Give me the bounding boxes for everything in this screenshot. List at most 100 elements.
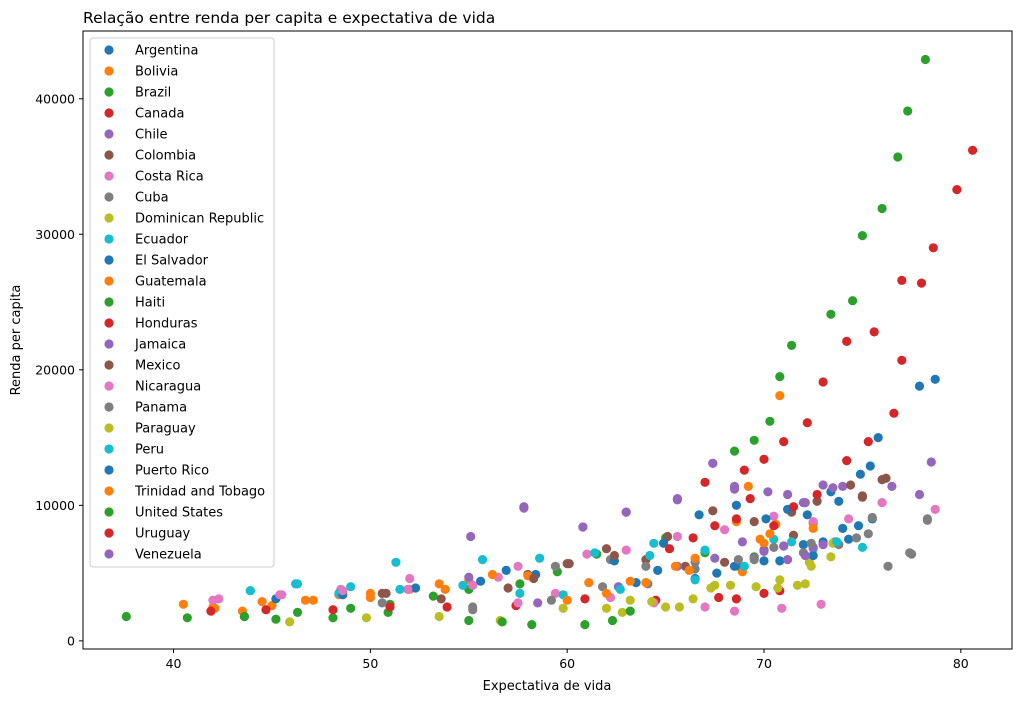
data-point — [838, 481, 848, 491]
data-point — [920, 54, 931, 65]
data-point — [292, 579, 303, 589]
data-point — [922, 514, 933, 524]
data-point — [725, 580, 736, 590]
legend-label: Paraguay — [135, 422, 196, 437]
data-point — [826, 552, 836, 562]
data-point — [783, 489, 793, 500]
data-point — [377, 598, 387, 608]
data-point — [121, 611, 131, 622]
legend-marker — [104, 276, 114, 286]
data-point — [625, 576, 635, 586]
data-point — [261, 605, 271, 615]
x-axis: 40 50 60 70 80 — [166, 649, 969, 671]
data-point — [621, 545, 631, 555]
data-point — [806, 538, 816, 548]
legend-frame — [89, 37, 275, 568]
data-point — [773, 583, 783, 593]
data-point — [292, 607, 303, 618]
legend-label: Venezuela — [135, 548, 202, 563]
legend-marker — [104, 234, 114, 244]
data-point — [853, 521, 864, 531]
data-point — [300, 595, 310, 605]
data-point — [641, 561, 651, 571]
legend-label: Nicaragua — [135, 380, 201, 395]
data-point — [601, 588, 612, 599]
data-point — [914, 381, 925, 391]
data-point — [743, 481, 753, 491]
data-point — [800, 579, 810, 589]
data-point — [729, 484, 740, 494]
data-point — [391, 557, 401, 567]
series-dominican-republic — [285, 538, 838, 627]
data-point — [178, 599, 188, 609]
data-point — [914, 489, 925, 500]
data-point — [775, 391, 785, 401]
data-point — [519, 503, 529, 513]
data-point — [926, 457, 936, 467]
data-point — [546, 595, 557, 605]
data-point — [527, 620, 537, 630]
legend-label: Chile — [135, 128, 168, 143]
data-point — [903, 106, 913, 116]
data-point — [535, 553, 545, 563]
data-point — [346, 582, 356, 592]
data-point — [328, 613, 338, 623]
legend-marker — [104, 423, 114, 433]
legend-label: Argentina — [135, 44, 198, 59]
data-point — [731, 514, 742, 524]
data-point — [497, 617, 507, 627]
data-point — [659, 538, 669, 548]
data-point — [239, 611, 249, 622]
data-point — [245, 586, 255, 596]
legend-marker — [104, 66, 114, 76]
legend-marker — [104, 360, 114, 370]
data-point — [501, 565, 511, 576]
data-point — [759, 556, 769, 566]
legend-label: Mexico — [135, 359, 180, 374]
data-point — [808, 517, 818, 527]
data-point — [873, 433, 883, 443]
data-point — [661, 602, 671, 612]
data-point — [863, 529, 873, 539]
data-point — [928, 243, 938, 253]
data-point — [877, 498, 887, 508]
data-point — [802, 510, 812, 520]
data-point — [442, 602, 452, 612]
data-point — [749, 435, 759, 445]
data-point — [731, 594, 742, 604]
data-point — [818, 480, 828, 490]
data-point — [477, 555, 488, 565]
legend-label: Jamaica — [134, 338, 186, 353]
data-point — [844, 534, 854, 544]
data-point — [580, 594, 590, 604]
legend-label: Costa Rica — [135, 170, 204, 185]
data-point — [641, 578, 651, 588]
data-point — [846, 480, 856, 490]
data-point — [214, 594, 224, 604]
series-puerto-rico — [659, 374, 940, 548]
data-point — [617, 607, 627, 618]
data-point — [346, 603, 356, 613]
data-point — [468, 605, 478, 615]
legend-marker — [104, 465, 114, 475]
y-tick-label: 30000 — [35, 227, 75, 242]
data-point — [562, 595, 572, 605]
data-point — [434, 579, 444, 589]
data-point — [361, 613, 371, 623]
legend-marker — [104, 507, 114, 517]
data-point — [582, 549, 592, 559]
data-point — [285, 617, 295, 627]
y-tick-label: 40000 — [35, 91, 75, 106]
legend-marker — [104, 150, 114, 160]
legend-label: Puerto Rico — [135, 464, 209, 479]
y-tick-label: 20000 — [35, 362, 75, 377]
legend-label: Uruguay — [135, 527, 191, 542]
data-point — [779, 541, 789, 551]
data-point — [700, 477, 710, 487]
legend-label: Cuba — [135, 191, 169, 206]
data-point — [403, 584, 413, 595]
x-tick-label: 80 — [953, 656, 969, 671]
data-point — [792, 580, 803, 590]
data-point — [838, 523, 848, 534]
data-point — [533, 598, 543, 608]
